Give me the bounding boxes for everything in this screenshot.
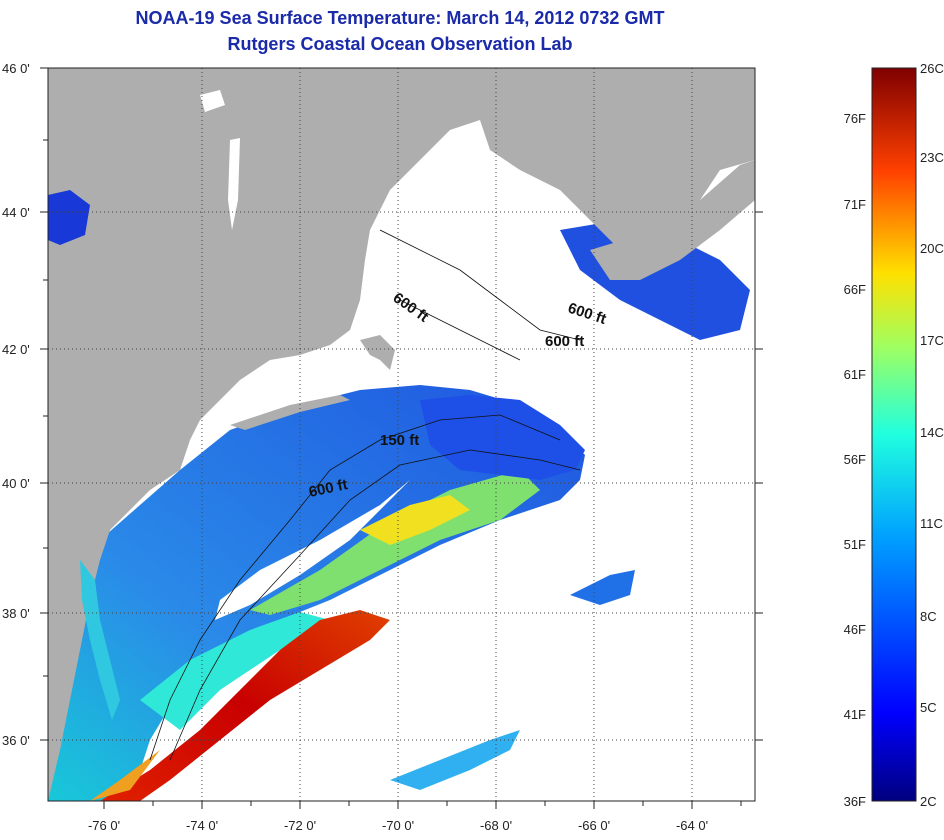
- colorbar-c-label: 11C: [920, 516, 943, 531]
- colorbar-f-label: 51F: [844, 537, 866, 552]
- colorbar: [871, 67, 917, 802]
- cyan-band: [140, 612, 330, 730]
- lat-label-42: 42 0': [2, 342, 30, 357]
- lon-label-68: -68 0': [480, 818, 512, 833]
- colorbar-c-label: 20C: [920, 241, 944, 256]
- map-area: [48, 68, 755, 801]
- colorbar-f-label: 56F: [844, 452, 866, 467]
- colorbar-c-label: 17C: [920, 333, 944, 348]
- land-mass: [48, 68, 755, 801]
- colorbar-f-label: 76F: [844, 111, 866, 126]
- map-frame: [47, 67, 756, 802]
- chesapeake-bay: [80, 560, 120, 720]
- lat-label-40: 40 0': [2, 476, 30, 491]
- colorbar-f-label: 66F: [844, 282, 866, 297]
- colorbar-c-label: 5C: [920, 700, 937, 715]
- depth-contours: [149, 229, 581, 761]
- lon-label-76: -76 0': [88, 818, 120, 833]
- colorbar-f-label: 41F: [844, 707, 866, 722]
- colorbar-c-label: 8C: [920, 609, 937, 624]
- cloud-over-land-1: [200, 90, 225, 112]
- colorbar-f-label: 46F: [844, 622, 866, 637]
- nova-scotia: [590, 160, 755, 280]
- lon-label-72: -72 0': [284, 818, 316, 833]
- blue-lake: [48, 190, 90, 245]
- contour-label-4: 150 ft: [380, 432, 419, 449]
- lat-label-36: 36 0': [2, 733, 30, 748]
- map-subtitle: Rutgers Coastal Ocean Observation Lab: [227, 34, 573, 54]
- lon-label-70: -70 0': [382, 818, 414, 833]
- lat-label-46: 46 0': [2, 61, 30, 76]
- southern-patch: [390, 730, 520, 790]
- cape-cod: [360, 335, 395, 370]
- map-title: NOAA-19 Sea Surface Temperature: March 1…: [135, 8, 665, 28]
- lat-label-38: 38 0': [2, 606, 30, 621]
- lat-ticks: [40, 67, 763, 741]
- georges-bank: [420, 395, 585, 480]
- contour-label-3: 600 ft: [545, 333, 584, 350]
- long-island: [230, 395, 350, 430]
- lon-ticks: [103, 801, 742, 809]
- shelf-cloud: [215, 480, 410, 620]
- colorbar-f-label: 36F: [844, 794, 866, 809]
- offshore-patch: [570, 570, 635, 605]
- colorbar-f-label: 61F: [844, 367, 866, 382]
- lon-label-64: -64 0': [676, 818, 708, 833]
- colorbar-f-label: 71F: [844, 197, 866, 212]
- cloud-over-land-2: [228, 138, 240, 230]
- lat-label-44: 44 0': [2, 205, 30, 220]
- colorbar-c-label: 23C: [920, 150, 944, 165]
- gulf-stream-edge: [90, 750, 160, 801]
- colorbar-labels: 76F 71F 66F 61F 56F 51F 46F 41F 36F 26C 23C 20C 17C 1…: [844, 61, 944, 809]
- lon-label-74: -74 0': [186, 818, 218, 833]
- slope-water-yellow: [360, 495, 470, 545]
- colorbar-c-label: 14C: [920, 425, 944, 440]
- lon-label-66: -66 0': [578, 818, 610, 833]
- colorbar-c-label: 26C: [920, 61, 944, 76]
- colorbar-c-label: 2C: [920, 794, 937, 809]
